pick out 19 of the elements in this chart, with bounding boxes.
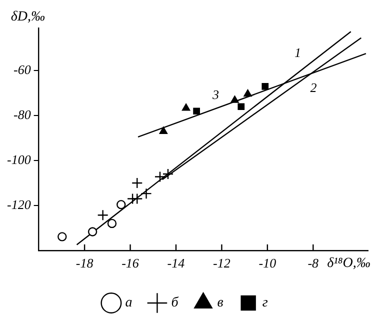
x-tick-label: -16: [122, 256, 140, 271]
y-tick-label: -100: [6, 152, 32, 167]
x-tick-label: -10: [258, 256, 277, 271]
series-label: 1: [294, 44, 301, 60]
x-tick-label: -18: [76, 256, 94, 271]
series-label: 2: [310, 80, 318, 95]
legend-label: в: [217, 296, 224, 311]
y-tick-label: -80: [13, 107, 32, 122]
y-axis-title: δD,‰: [10, 10, 45, 25]
legend-label: а: [125, 296, 132, 311]
y-tick-label: -60: [13, 62, 32, 78]
x-axis-title: δ¹⁸O,‰: [327, 256, 370, 272]
x-tick-label: -14: [167, 256, 186, 271]
series-label: 3: [212, 87, 220, 102]
y-tick-label: -120: [6, 196, 32, 212]
x-tick-label: -12: [213, 256, 231, 271]
legend-label: г: [262, 296, 268, 311]
x-tick-label: -8: [308, 256, 320, 271]
legend-label: б: [171, 296, 180, 311]
